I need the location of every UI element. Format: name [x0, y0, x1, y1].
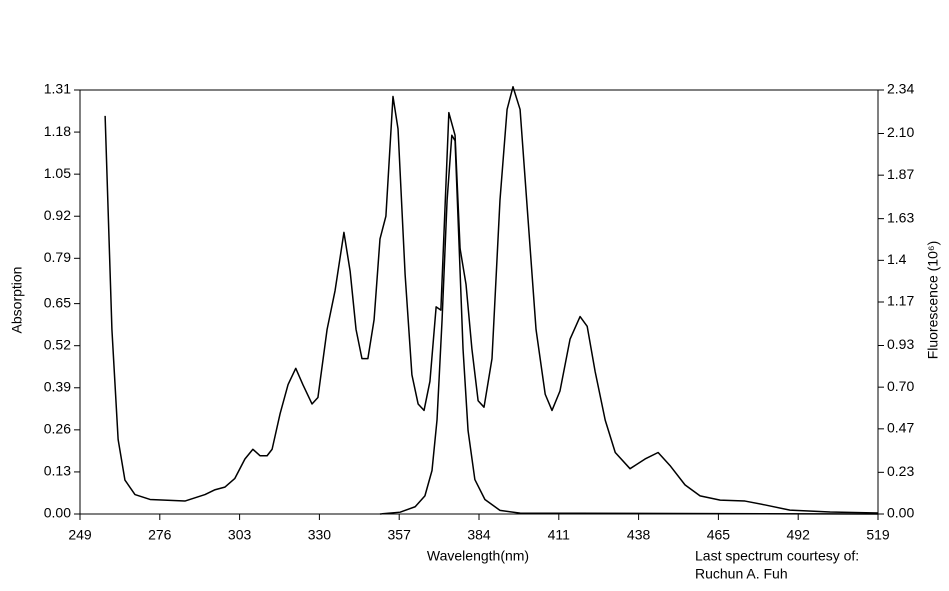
x-tick-label: 411: [548, 527, 571, 543]
x-tick-label: 519: [866, 527, 890, 543]
y2-tick-label: 0.70: [887, 378, 914, 394]
spectrum-line: [379, 134, 879, 515]
y-tick-label: 0.52: [44, 336, 71, 352]
y2-tick-label: 1.63: [887, 209, 914, 225]
y-tick-label: 0.79: [44, 249, 71, 265]
y-tick-label: 0.65: [44, 294, 71, 310]
y-tick-label: 0.39: [44, 378, 71, 394]
y-tick-label: 1.18: [44, 123, 71, 139]
x-tick-label: 303: [228, 527, 252, 543]
x-tick-label: 249: [68, 527, 92, 543]
y2-tick-label: 1.4: [887, 251, 907, 267]
y-axis-label: Absorption: [9, 267, 25, 334]
y2-tick-label: 2.10: [887, 124, 914, 140]
y2-tick-label: 0.00: [887, 505, 914, 521]
y2-tick-label: 2.34: [887, 81, 914, 97]
y2-axis-label: Fluorescence (10⁶): [925, 241, 941, 360]
y2-tick-label: 0.93: [887, 336, 914, 352]
x-tick-label: 384: [467, 527, 491, 543]
x-tick-label: 465: [707, 527, 731, 543]
x-tick-label: 276: [148, 527, 172, 543]
y-tick-label: 1.31: [44, 81, 71, 97]
plot-frame: [79, 89, 879, 515]
x-tick-label: 357: [388, 527, 412, 543]
x-tick-label: 492: [787, 527, 811, 543]
x-tick-label: 438: [627, 527, 651, 543]
y-tick-label: 0.92: [44, 207, 71, 223]
y-tick-label: 0.13: [44, 463, 71, 479]
y2-tick-label: 1.17: [887, 293, 914, 309]
x-tick-label: 330: [308, 527, 332, 543]
y2-tick-label: 1.87: [887, 166, 914, 182]
spectrum-line: [104, 86, 879, 514]
y-tick-label: 0.00: [44, 505, 71, 521]
y2-tick-label: 0.47: [887, 420, 914, 436]
y-tick-label: 0.26: [44, 421, 71, 437]
annotation: Ruchun A. Fuh: [695, 566, 788, 582]
y2-tick-label: 0.23: [887, 463, 914, 479]
y-tick-label: 1.05: [44, 165, 71, 181]
annotation: Last spectrum courtesy of:: [695, 548, 859, 564]
x-axis-label: Wavelength(nm): [427, 548, 529, 564]
